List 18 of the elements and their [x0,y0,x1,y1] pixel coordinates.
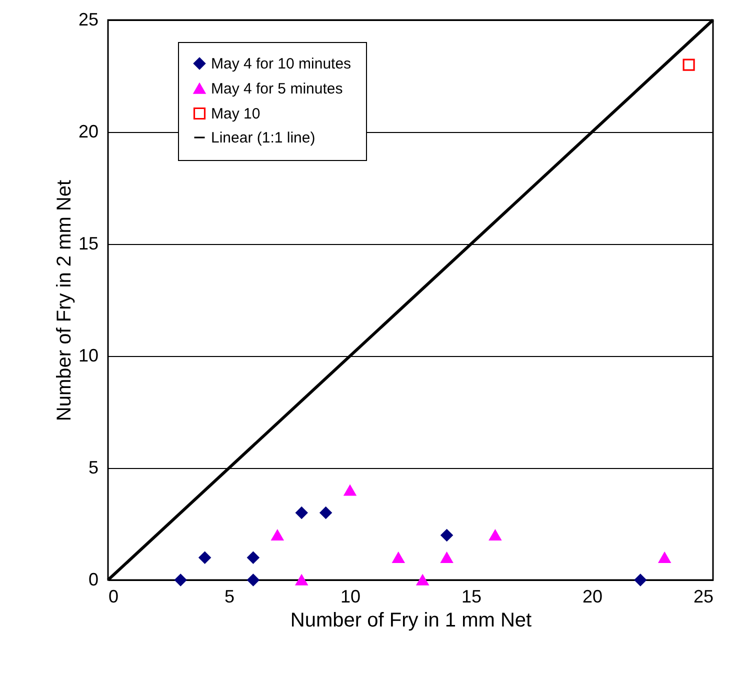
x-tick-label: 20 [582,586,603,606]
y-tick-label: 0 [88,570,98,590]
y-tick-label: 15 [78,234,98,254]
x-tick-label: 10 [340,586,361,606]
legend-label: May 10 [211,106,260,122]
y-tick-label: 5 [88,458,98,478]
y-axis-title: Number of Fry in 2 mm Net [53,179,76,422]
x-tick-label: 0 [108,586,119,606]
x-tick-label: 5 [224,586,235,606]
legend-label: Linear (1:1 line) [211,130,316,146]
x-tick-label: 15 [461,586,482,606]
y-tick-label: 10 [78,346,98,366]
y-tick-label: 25 [78,10,98,30]
legend-label: May 4 for 10 minutes [211,56,352,72]
y-tick-label: 20 [78,122,98,142]
legend-label: May 4 for 5 minutes [211,80,343,98]
x-tick-label: 25 [693,586,714,606]
x-axis-title: Number of Fry in 1 mm Net [290,610,532,632]
